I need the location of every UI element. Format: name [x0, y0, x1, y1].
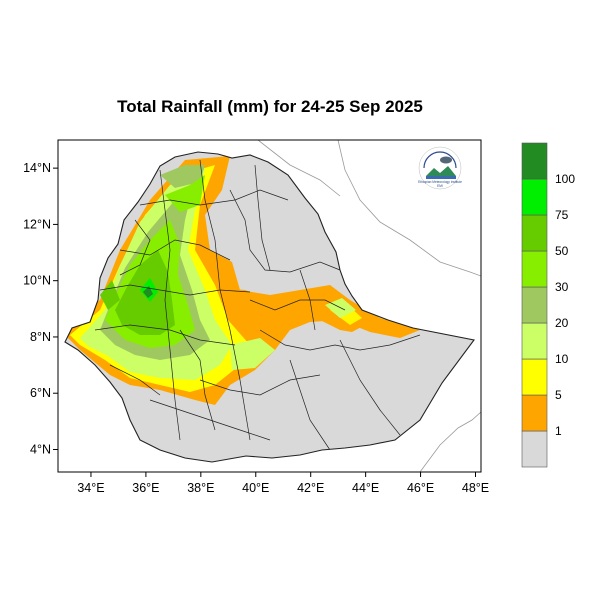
legend-label: 100 — [555, 172, 575, 186]
plot-frame — [57, 139, 482, 473]
legend-swatch — [521, 178, 548, 216]
legend-swatch — [521, 430, 548, 468]
logo-short: EMI — [437, 184, 443, 188]
legend-label: 50 — [555, 244, 569, 258]
y-tick-label: 6°N — [30, 386, 51, 400]
x-tick-label: 48°E — [462, 481, 489, 495]
legend-swatch — [521, 250, 548, 288]
y-tick-label: 4°N — [30, 442, 51, 456]
rain-gt-100 — [143, 286, 153, 298]
logo-org-text: Ethiopian Meteorology Institute — [418, 180, 462, 184]
institute-logo: Ethiopian Meteorology Institute EMI — [418, 146, 462, 190]
x-tick-label: 38°E — [187, 481, 214, 495]
y-tick-label: 12°N — [23, 217, 51, 231]
mountain-icon — [426, 166, 456, 176]
x-tick-label: 42°E — [297, 481, 324, 495]
map-title: Total Rainfall (mm) for 24-25 Sep 2025 — [117, 97, 423, 116]
x-tick-label: 34°E — [77, 481, 104, 495]
legend-swatch — [521, 394, 548, 432]
legend-label: 5 — [555, 388, 562, 402]
legend: 1 5 10 20 30 50 75 100 — [521, 142, 575, 468]
legend-label: 20 — [555, 316, 569, 330]
admin-boundaries — [94, 159, 421, 451]
logo-arc-icon — [423, 151, 457, 169]
x-axis: 34°E 36°E 38°E 40°E 42°E 44°E 46°E 48°E — [77, 472, 489, 495]
x-tick-label: 36°E — [132, 481, 159, 495]
y-tick-label: 14°N — [23, 161, 51, 175]
y-tick-label: 8°N — [30, 330, 51, 344]
legend-label: 10 — [555, 352, 569, 366]
rain-10-20-south — [230, 338, 275, 370]
y-tick-label: 10°N — [23, 274, 51, 288]
map-area — [64, 140, 481, 472]
rain-1-5-east-arm — [210, 288, 365, 332]
legend-swatch — [521, 358, 548, 396]
rain-30-50-north — [165, 175, 205, 212]
rain-20-30-north — [160, 165, 205, 188]
legend-label: 1 — [555, 424, 562, 438]
legend-label: 30 — [555, 280, 569, 294]
x-tick-label: 44°E — [352, 481, 379, 495]
x-tick-label: 40°E — [242, 481, 269, 495]
legend-swatch — [521, 322, 548, 360]
legend-swatch — [521, 286, 548, 324]
y-axis: 4°N 6°N 8°N 10°N 12°N 14°N — [23, 161, 58, 456]
country-outline — [64, 151, 475, 463]
legend-swatch — [521, 214, 548, 252]
x-tick-label: 46°E — [407, 481, 434, 495]
legend-label: 75 — [555, 208, 569, 222]
legend-swatch — [521, 142, 548, 180]
cloud-icon — [440, 156, 452, 164]
